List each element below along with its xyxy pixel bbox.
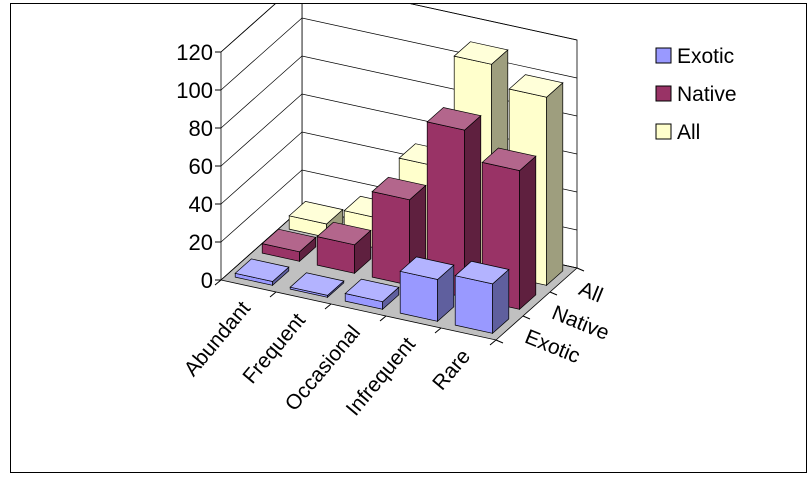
bar-top-face [508, 74, 564, 98]
bar-native-occasional [371, 176, 427, 287]
legend-item: Exotic [655, 45, 734, 68]
x-category-label: Frequent [238, 309, 310, 388]
y-tick-label: 100 [176, 78, 213, 103]
bar-top-face [399, 256, 455, 280]
x-tick-mark [324, 303, 332, 310]
y-tick-label: 20 [189, 230, 213, 255]
legend-item: Native [655, 83, 737, 106]
legend-swatch [655, 85, 672, 102]
legend: Exotic Native All [655, 45, 737, 144]
bar-top-face [234, 258, 290, 282]
legend-label: Exotic [677, 45, 734, 68]
depth-tick-mark [495, 339, 504, 344]
legend-label: Native [677, 83, 737, 106]
bar-native-infrequent [426, 107, 482, 299]
y-tick-label: 80 [189, 116, 213, 141]
bar-front-face [399, 270, 438, 322]
y-axis-ticks: 0 20 40 60 80 100 120 [176, 40, 585, 346]
bar-top-face [344, 278, 400, 303]
bar-front-face [454, 275, 493, 334]
bar-native-abundant [261, 228, 317, 263]
bar-top-face [316, 221, 372, 246]
bar-top-face [454, 260, 510, 285]
bar-top-face [481, 147, 537, 171]
legend-label: All [677, 121, 700, 144]
x-tick-mark [489, 339, 497, 346]
gridline [220, 4, 578, 53]
legend-swatch [655, 47, 672, 64]
bar-top-face [261, 228, 317, 253]
bar-top-face [288, 201, 344, 225]
bar-top-face [289, 272, 345, 296]
y-tick-label: 0 [201, 268, 213, 293]
x-category-label: Rare [428, 345, 475, 395]
depth-label: All [576, 277, 606, 307]
bar-side-face [546, 82, 564, 287]
bar-exotic-infrequent [399, 256, 455, 323]
bar-top-face [453, 41, 509, 65]
bar-top-face [426, 107, 482, 131]
depth-tick-mark [549, 291, 558, 296]
x-tick-mark [434, 327, 442, 334]
bar-exotic-occasional [344, 278, 400, 311]
bar-side-face [519, 155, 537, 311]
bar-exotic-frequent [289, 272, 345, 299]
bar-native-frequent [316, 221, 372, 275]
x-tick-mark [269, 291, 277, 298]
depth-tick-mark [522, 315, 531, 320]
bar-exotic-abundant [234, 258, 290, 287]
bars [234, 41, 564, 335]
bar-top-face [371, 176, 427, 201]
y-tick-label: 40 [189, 192, 213, 217]
x-tick-mark [214, 279, 222, 286]
depth-tick-mark [576, 267, 585, 272]
bar-exotic-rare [454, 260, 510, 335]
y-tick-label: 120 [176, 40, 213, 65]
legend-swatch [655, 123, 672, 140]
x-tick-mark [379, 315, 387, 322]
y-tick-label: 60 [189, 154, 213, 179]
legend-item: All [655, 121, 700, 144]
chart-frame: 0 20 40 60 80 100 120 Abundant Frequent Occasion… [10, 3, 807, 473]
